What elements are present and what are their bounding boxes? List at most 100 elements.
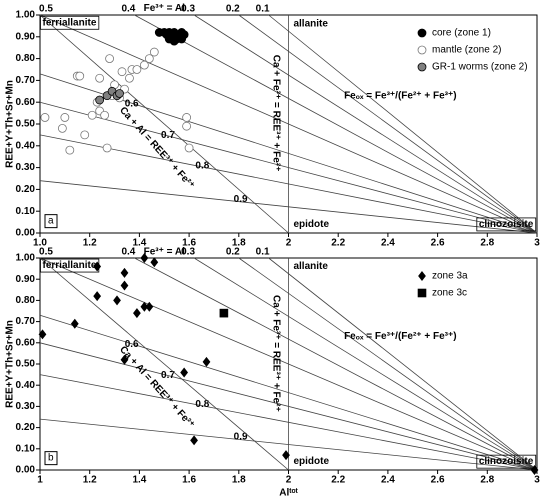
line-label: 0.2 bbox=[226, 247, 240, 258]
data-point bbox=[120, 354, 129, 365]
y-tick-label: 1.00 bbox=[16, 10, 36, 21]
annotation-box bbox=[476, 217, 537, 232]
annotation-box bbox=[476, 454, 537, 469]
data-point bbox=[115, 89, 124, 98]
y-tick-label: 0.40 bbox=[16, 380, 36, 391]
data-point bbox=[149, 47, 159, 57]
line-label: 0.5 bbox=[39, 247, 53, 258]
y-tick-label: 0.50 bbox=[16, 119, 36, 130]
line-label: 0.8 bbox=[195, 399, 209, 410]
panel-label: b bbox=[48, 453, 54, 464]
reference-line bbox=[238, 257, 538, 471]
line-label: 0.1 bbox=[256, 247, 270, 258]
data-point bbox=[182, 113, 192, 122]
y-tick-label: 0.30 bbox=[16, 401, 36, 412]
reference-line bbox=[193, 257, 538, 471]
line-label: 0.8 bbox=[195, 160, 209, 171]
data-point bbox=[38, 329, 47, 340]
x-tick-label: 3 bbox=[534, 238, 540, 249]
x-tick-label: 1.4 bbox=[132, 238, 146, 249]
reference-line bbox=[193, 14, 538, 234]
data-point bbox=[95, 73, 105, 83]
annotation: Ca + Fe³⁺ = REE³⁺ + Fe²⁺ bbox=[270, 295, 281, 412]
annotation: clinozoisite bbox=[479, 456, 534, 467]
y-tick-label: 0.10 bbox=[16, 443, 36, 454]
data-point bbox=[182, 121, 192, 131]
data-point bbox=[202, 356, 211, 367]
x-tick-label: 1.8 bbox=[232, 475, 246, 486]
x-tick-label: 1.6 bbox=[182, 238, 196, 249]
y-tick-label: 0.90 bbox=[16, 274, 36, 285]
data-point bbox=[65, 145, 75, 155]
data-point bbox=[57, 123, 67, 133]
line-label: 0.3 bbox=[181, 247, 195, 258]
data-point bbox=[87, 110, 97, 120]
data-point bbox=[102, 143, 112, 153]
x-tick-label: 3 bbox=[534, 475, 540, 486]
data-point bbox=[219, 308, 229, 318]
data-point bbox=[60, 113, 70, 122]
y-axis-title: REE+Y+Th+Sr+Mn bbox=[5, 80, 16, 168]
data-point bbox=[180, 367, 189, 378]
x-tick-label: 2.4 bbox=[381, 238, 395, 249]
y-tick-label: 0.70 bbox=[16, 75, 36, 86]
data-point bbox=[139, 60, 149, 70]
data-point bbox=[144, 54, 154, 63]
x-tick-label: 1.2 bbox=[83, 238, 97, 249]
data-point bbox=[40, 113, 50, 122]
annotation: allanite bbox=[293, 261, 328, 272]
x-tick-label: 2.6 bbox=[431, 238, 445, 249]
annotation: clinozoisite bbox=[479, 219, 534, 230]
data-point bbox=[93, 291, 102, 302]
y-tick-label: 0.80 bbox=[16, 53, 36, 64]
reference-line bbox=[268, 14, 538, 234]
data-point bbox=[145, 301, 154, 312]
panel: 0.5 0.4 0.3 0.2 0.1 0.6 0.7 0.8 0.9 1 1.2 1.4 1.6 1.8… bbox=[5, 246, 541, 498]
panel: 0.5 0.4 0.3 0.2 0.1 0.6 0.7 0.8 0.9 1.0 1.2 1.4 1.6 1… bbox=[5, 3, 541, 249]
legend-label: zone 3a bbox=[432, 271, 468, 282]
data-point bbox=[132, 65, 142, 74]
data-point bbox=[184, 143, 194, 153]
y-tick-label: 0.20 bbox=[16, 422, 36, 433]
data-point bbox=[117, 67, 127, 77]
x-tick-label: 1.6 bbox=[182, 475, 196, 486]
y-tick-label: 0.40 bbox=[16, 140, 36, 151]
panel-label: a bbox=[48, 216, 54, 227]
data-point bbox=[150, 257, 159, 268]
y-tick-label: 0.00 bbox=[16, 228, 36, 239]
y-tick-label: 0.20 bbox=[16, 184, 36, 195]
x-tick-label: 1 bbox=[37, 475, 43, 486]
y-tick-label: 0.70 bbox=[16, 316, 36, 327]
legend-marker bbox=[417, 288, 427, 298]
data-point bbox=[169, 36, 179, 46]
data-point bbox=[70, 318, 79, 329]
data-point bbox=[177, 34, 187, 44]
x-tick-label: 2.2 bbox=[331, 475, 345, 486]
panel-label-box bbox=[44, 214, 58, 229]
line-label: 0.6 bbox=[125, 98, 139, 109]
legend-marker bbox=[418, 271, 426, 281]
annotation: ferriallanite bbox=[42, 260, 96, 271]
annotation: Feₒₓ = Fe³⁺/(Fe²⁺ + Fe³⁺) bbox=[344, 90, 457, 101]
line-label: 0.7 bbox=[161, 370, 175, 381]
reference-line bbox=[134, 257, 538, 471]
reference-line bbox=[134, 14, 538, 234]
data-point bbox=[93, 261, 102, 272]
legend-marker bbox=[417, 62, 427, 72]
line-label: 0.9 bbox=[234, 432, 248, 443]
data-point bbox=[125, 73, 134, 83]
line-label: 0.7 bbox=[161, 130, 175, 141]
data-point bbox=[95, 95, 105, 105]
data-point bbox=[282, 450, 290, 461]
x-tick-label: 2 bbox=[286, 238, 292, 249]
data-point bbox=[140, 253, 149, 263]
y-tick-label: 0.60 bbox=[16, 337, 36, 348]
x-tick-label: 2.2 bbox=[331, 238, 345, 249]
data-point bbox=[80, 130, 90, 140]
line-label: 0.4 bbox=[121, 247, 135, 258]
reference-line bbox=[39, 14, 289, 234]
y-tick-label: 0.80 bbox=[16, 295, 36, 306]
y-tick-label: 0.00 bbox=[16, 465, 36, 476]
line-label: 0.4 bbox=[121, 4, 135, 15]
data-point bbox=[100, 110, 110, 120]
